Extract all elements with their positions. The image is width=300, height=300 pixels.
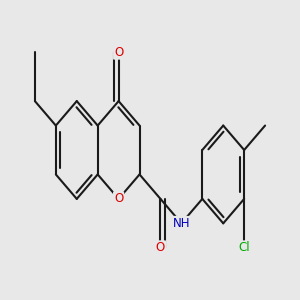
Text: Cl: Cl <box>238 241 250 254</box>
Text: O: O <box>156 241 165 254</box>
Text: O: O <box>114 192 123 206</box>
Text: NH: NH <box>172 217 190 230</box>
Text: O: O <box>114 46 123 59</box>
